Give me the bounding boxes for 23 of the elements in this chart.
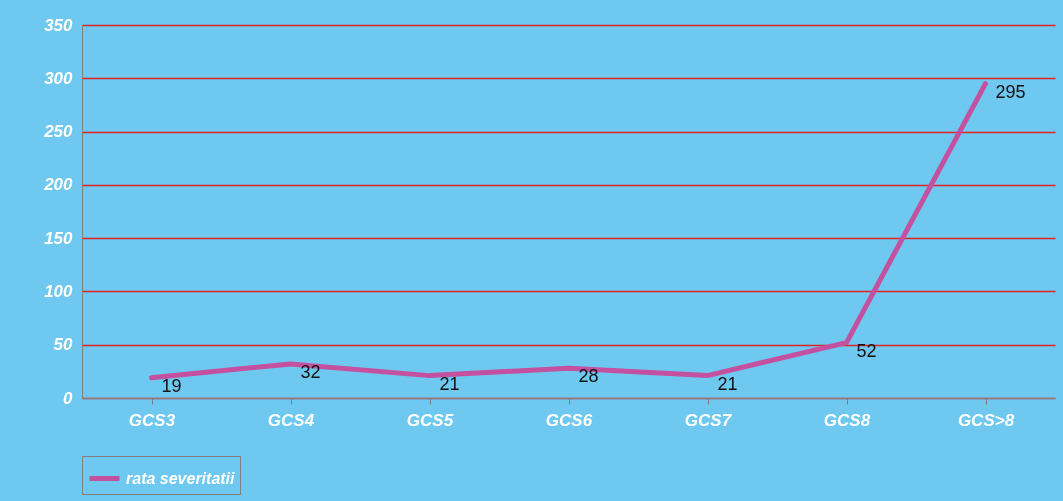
y-tick-label: 300	[44, 68, 74, 88]
x-tick-label: GCS6	[545, 410, 593, 430]
legend-label: rata severitatii	[126, 469, 236, 487]
data-label: 21	[439, 373, 460, 394]
data-label: 295	[995, 81, 1026, 102]
y-tick-label: 150	[44, 228, 74, 248]
y-tick-label: 200	[43, 175, 74, 195]
x-tick-label: GCS4	[267, 410, 315, 430]
x-tick-label: GCS7	[684, 410, 733, 430]
data-label: 28	[578, 366, 599, 387]
x-tick-label: GCS8	[823, 410, 871, 430]
y-tick-label: 250	[43, 122, 74, 142]
y-tick-label: 50	[53, 335, 74, 355]
data-label: 52	[856, 340, 877, 361]
data-label: 21	[717, 373, 738, 394]
data-label: 32	[300, 361, 321, 382]
y-tick-label: 100	[44, 281, 74, 301]
x-tick-label: GCS5	[406, 410, 454, 430]
y-tick-label: 0	[63, 388, 74, 408]
x-tick-label: GCS3	[128, 410, 176, 430]
data-label: 19	[161, 375, 182, 396]
x-tick-label: GCS>8	[957, 410, 1015, 430]
y-tick-label: 350	[44, 15, 74, 35]
